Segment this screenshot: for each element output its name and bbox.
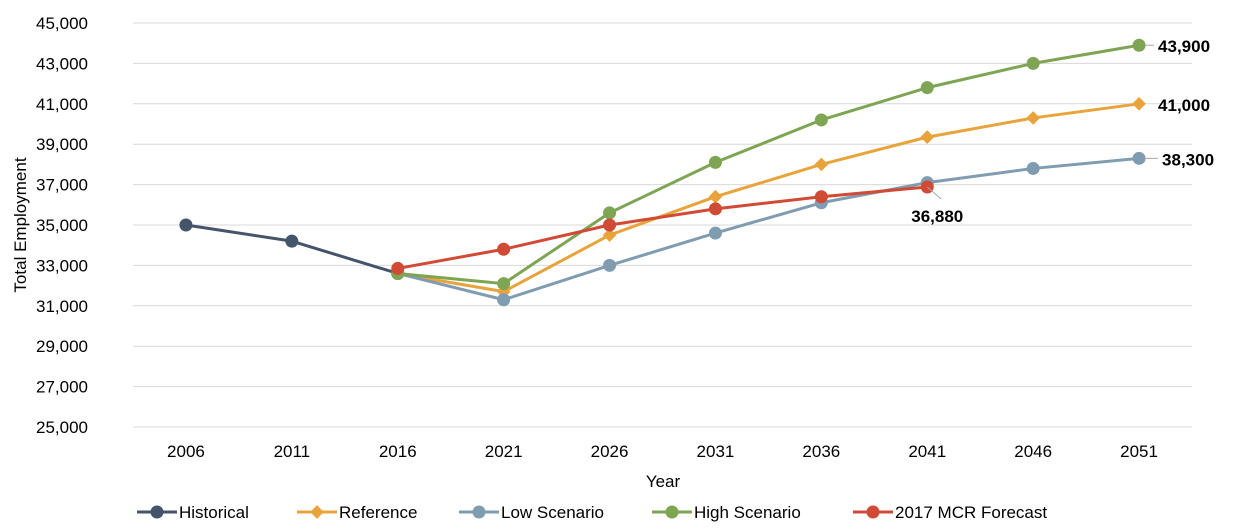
legend-item-2017-mcr-forecast: 2017 MCR Forecast: [853, 503, 1047, 522]
data-point: [1026, 161, 1040, 175]
legend-marker: [150, 505, 164, 519]
y-tick-label: 35,000: [36, 216, 88, 235]
series-reference: [390, 96, 1146, 299]
legend-item-high-scenario: High Scenario: [652, 503, 801, 522]
data-point: [603, 218, 617, 232]
y-axis-title: Total Employment: [11, 157, 30, 292]
data-point: [1132, 38, 1146, 52]
x-tick-label: 2016: [379, 442, 417, 461]
data-point: [602, 228, 617, 242]
legend-label: Low Scenario: [501, 503, 604, 522]
data-point: [285, 234, 299, 248]
legend-label: Reference: [339, 503, 417, 522]
y-tick-label: 37,000: [36, 176, 88, 195]
legend-label: High Scenario: [694, 503, 801, 522]
x-tick-label: 2046: [1014, 442, 1052, 461]
x-tick-label: 2041: [908, 442, 946, 461]
data-point: [497, 293, 511, 307]
data-label: 38,300: [1162, 150, 1214, 169]
data-point: [920, 81, 934, 95]
data-point: [708, 226, 722, 240]
x-tick-label: 2026: [591, 442, 629, 461]
y-tick-label: 39,000: [36, 135, 88, 154]
data-point: [603, 258, 617, 272]
data-point: [391, 261, 405, 275]
legend-item-low-scenario: Low Scenario: [459, 503, 604, 522]
legend-item-reference: Reference: [297, 503, 417, 522]
x-tick-label: 2006: [167, 442, 205, 461]
series-2017-mcr-forecast: [391, 180, 934, 275]
gridlines: [133, 22, 1192, 428]
legend: Historical Reference Low Scenario High Scen…: [137, 503, 1047, 522]
data-point: [497, 242, 511, 256]
x-axis-tick-labels: 2006 2011 2016 2021 2026 2031 2036 2041 2046 2051: [167, 442, 1158, 461]
series-high-scenario: [391, 38, 1146, 291]
y-tick-label: 29,000: [36, 337, 88, 356]
x-tick-label: 2036: [802, 442, 840, 461]
series-line: [397, 43, 1140, 286]
data-label: 43,900: [1158, 37, 1210, 56]
x-tick-label: 2011: [274, 442, 311, 461]
data-point: [1132, 151, 1146, 165]
data-point: [920, 130, 935, 144]
legend-label: Historical: [179, 503, 249, 522]
data-label: 41,000: [1158, 96, 1210, 115]
data-point: [708, 155, 722, 169]
series-line: [397, 185, 928, 270]
data-point: [603, 206, 617, 220]
legend-marker: [472, 505, 486, 519]
y-tick-label: 43,000: [36, 54, 88, 73]
series-line: [397, 102, 1140, 294]
legend-marker: [665, 505, 679, 519]
data-point: [1026, 111, 1040, 125]
data-point: [1132, 96, 1146, 111]
legend-item-historical: Historical: [137, 503, 249, 522]
data-labels: 43,900 41,000 38,300 36,880: [911, 37, 1214, 226]
data-point: [814, 157, 829, 172]
label-leader-line: [926, 186, 942, 200]
y-tick-label: 25,000: [36, 418, 88, 437]
legend-label: 2017 MCR Forecast: [895, 503, 1047, 522]
data-point: [708, 189, 723, 204]
x-tick-label: 2031: [697, 442, 735, 461]
legend-marker: [866, 505, 880, 519]
y-tick-label: 27,000: [36, 378, 88, 397]
data-point: [814, 190, 828, 204]
data-label: 36,880: [911, 207, 963, 226]
series-group: [179, 38, 1146, 307]
y-tick-label: 33,000: [36, 256, 88, 275]
data-point: [497, 277, 511, 291]
data-point: [179, 218, 193, 232]
data-point: [708, 202, 722, 216]
series-line: [397, 156, 1140, 302]
y-tick-label: 41,000: [36, 95, 88, 114]
x-tick-label: 2051: [1120, 442, 1158, 461]
data-point: [814, 113, 828, 127]
y-tick-label: 45,000: [36, 14, 88, 33]
x-tick-label: 2021: [485, 442, 523, 461]
data-point: [1026, 56, 1040, 70]
y-tick-label: 31,000: [36, 297, 88, 316]
legend-marker: [310, 505, 324, 519]
series-historical: [179, 218, 405, 280]
series-line: [185, 223, 399, 275]
y-axis-tick-labels: 25,000 27,000 29,000 31,000 33,000 35,000 37,0…: [36, 14, 88, 437]
x-axis-title: Year: [646, 472, 681, 491]
